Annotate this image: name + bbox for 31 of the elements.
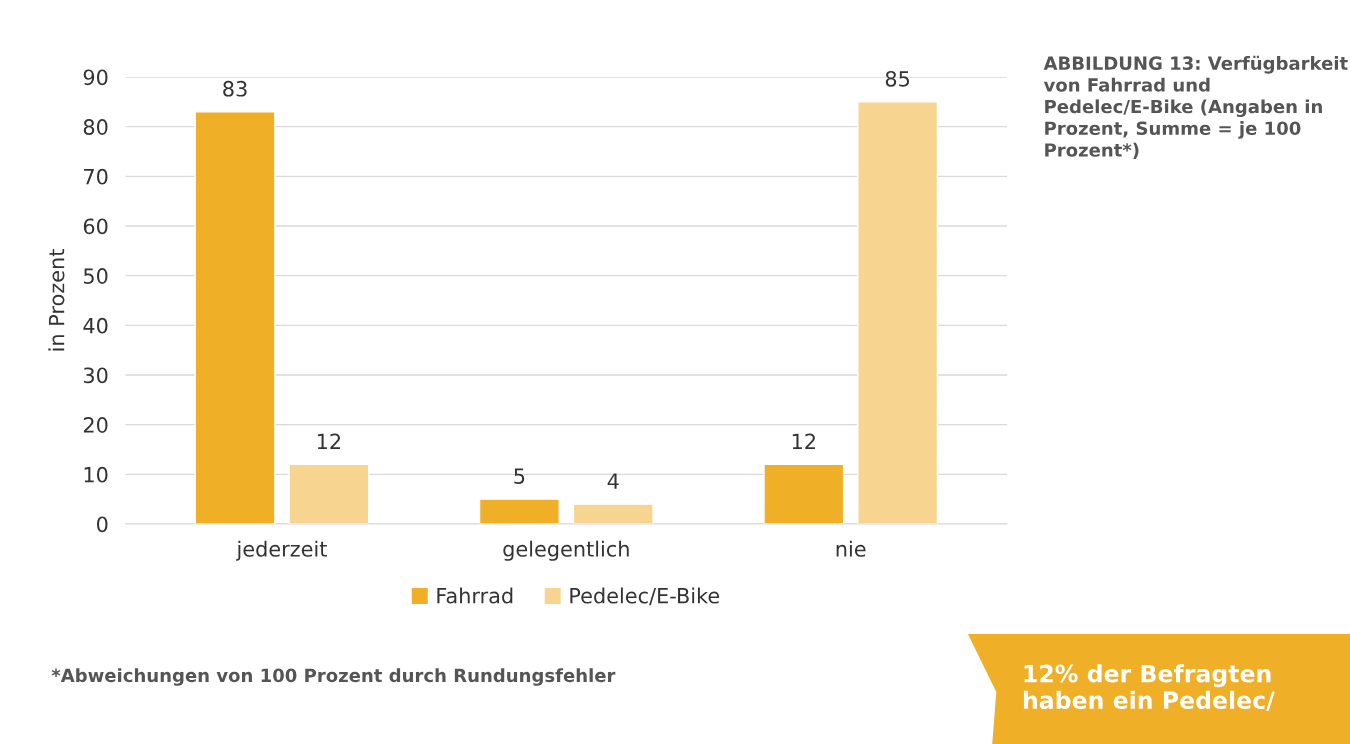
text: *Abweichungen von 100 Prozent durch Rundungsfehler (51, 668, 616, 686)
x-tick-label: gelegentlich (503, 540, 629, 561)
y-tick-label: 80 (83, 119, 108, 135)
bar (572, 503, 654, 524)
y-tick-label: 20 (83, 417, 108, 433)
data-label: 85 (885, 70, 910, 87)
legend-label: Fahrrad (437, 587, 513, 604)
bar (478, 498, 560, 524)
bar (288, 463, 370, 524)
y-tick-label: 90 (83, 69, 108, 86)
bar (857, 101, 939, 524)
bar (194, 111, 276, 524)
y-tick-label: 50 (83, 268, 108, 284)
y-tick-label: 10 (84, 466, 108, 483)
y-tick-label: 0 (97, 516, 108, 533)
text: 12% der Befragten haben ein Pedelec/ (1023, 664, 1275, 711)
data-label: 83 (223, 80, 247, 97)
data-label: 12 (317, 433, 341, 449)
text: ABBILDUNG 13: Verfügbarkeit von Fahrrad und Pedelec/E-Bike (Angaben in Prozent, Summe = je 100 Prozent*) (1043, 55, 1348, 159)
y-tick-label: 70 (84, 168, 108, 185)
x-tick-label: nie (836, 540, 866, 557)
bar (763, 463, 845, 524)
data-label: 4 (607, 473, 619, 489)
x-tick-label: jederzeit (236, 540, 327, 561)
y-tick-label: 40 (83, 317, 108, 334)
data-label: 12 (792, 433, 815, 449)
y-axis-title: in Prozent (48, 249, 65, 351)
y-tick-label: 60 (83, 218, 108, 235)
y-tick-label: 30 (83, 367, 108, 384)
legend-label: Pedelec/E-Bike (570, 587, 720, 606)
data-label: 5 (514, 468, 525, 485)
